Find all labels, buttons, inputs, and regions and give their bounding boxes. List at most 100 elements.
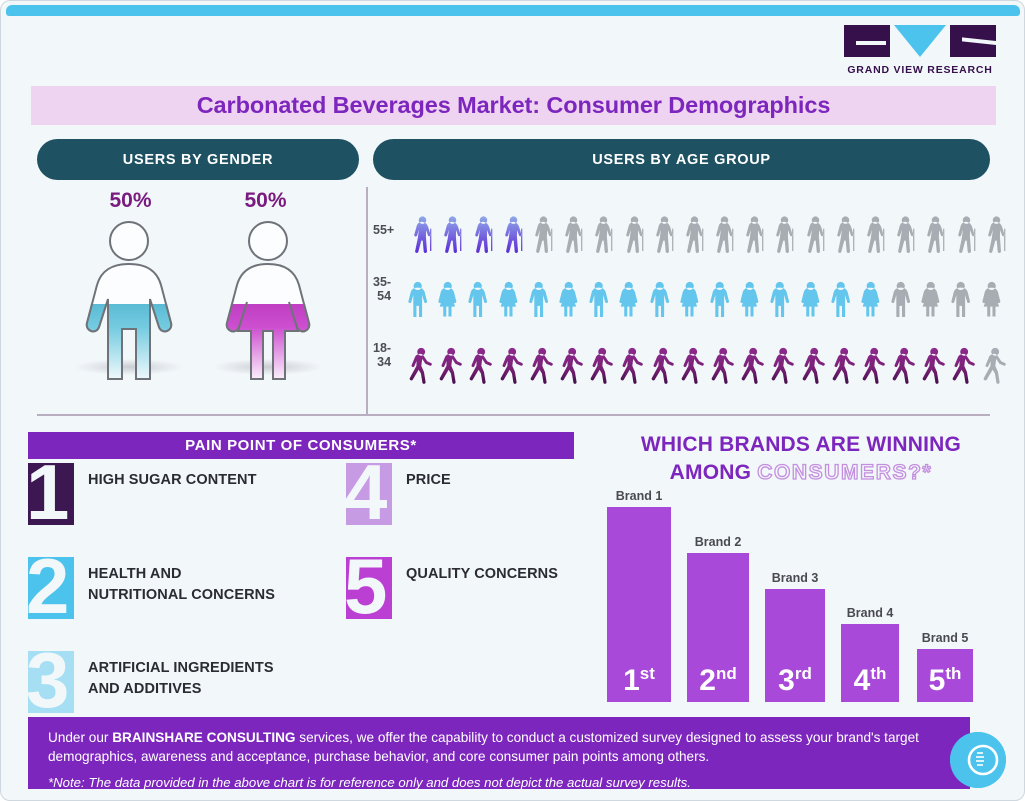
bar-rank-label: 1st xyxy=(623,664,655,697)
female-percent-label: 50% xyxy=(244,189,287,212)
bar-column: Brand 5 5th xyxy=(917,631,973,702)
bar-rank-suffix: nd xyxy=(715,664,737,683)
empty-elderly-person-icon xyxy=(867,216,885,253)
brands-title-consumers: CONSUMERS?* xyxy=(757,460,933,484)
male-figure-slot xyxy=(74,219,184,391)
empty-standing-person-icon xyxy=(982,281,1000,317)
section-header-users-by-gender: USERS BY GENDER xyxy=(37,139,359,180)
filled-walking-person-icon xyxy=(771,347,795,384)
filled-standing-person-icon xyxy=(408,281,428,318)
filled-standing-person-icon xyxy=(438,281,457,317)
empty-elderly-person-icon xyxy=(535,216,553,253)
filled-standing-person-icon xyxy=(680,281,699,317)
bar-category-label: Brand 3 xyxy=(771,571,819,585)
pain-point-number-badge: 3 xyxy=(28,651,74,713)
footer-note: *Note: The data provided in the above ch… xyxy=(48,774,691,790)
logo-marks xyxy=(844,25,996,59)
filled-standing-person-icon xyxy=(589,281,609,318)
female-figure-slot xyxy=(213,219,323,391)
bar-rank-suffix: th xyxy=(870,664,887,683)
filled-standing-person-icon xyxy=(710,281,729,318)
filled-walking-person-icon xyxy=(802,347,825,384)
pain-point-label: HIGH SUGAR CONTENT xyxy=(88,472,257,488)
pain-point-item: 1 HIGH SUGAR CONTENT xyxy=(28,463,257,525)
empty-elderly-person-icon xyxy=(927,216,945,253)
gender-percent-row: 50% 50% xyxy=(37,189,359,213)
gender-figures xyxy=(37,219,359,394)
footer-main-text: Under our BRAINSHARE CONSULTING services… xyxy=(48,728,950,767)
filled-standing-person-icon xyxy=(619,281,638,317)
page-title-band: Carbonated Beverages Market: Consumer De… xyxy=(31,86,996,125)
age-row-18-34: 18-34 xyxy=(373,323,1006,389)
empty-standing-person-icon xyxy=(891,281,911,318)
empty-elderly-person-icon xyxy=(746,216,764,253)
bar-rank-suffix: st xyxy=(639,664,655,683)
footer-brand-name: BRAINSHARE CONSULTING xyxy=(112,730,296,745)
pain-point-number: 2 xyxy=(28,557,70,619)
filled-walking-person-icon xyxy=(862,347,885,384)
brainshare-glyph xyxy=(950,732,1006,788)
pain-point-number: 1 xyxy=(28,463,70,525)
bar-rank-label: 5th xyxy=(928,664,962,697)
pain-point-label: QUALITY CONCERNS xyxy=(406,566,558,582)
bar-rank-label: 3rd xyxy=(778,664,812,697)
page-title: Carbonated Beverages Market: Consumer De… xyxy=(196,92,831,118)
empty-elderly-person-icon xyxy=(716,216,734,253)
pain-points-list: 1 HIGH SUGAR CONTENT 2 HEALTH AND NUTRITIONA… xyxy=(28,463,588,713)
bar-rank-suffix: th xyxy=(945,664,962,683)
bar: 1st xyxy=(607,507,671,702)
male-percent-label: 50% xyxy=(109,189,152,212)
filled-walking-person-icon xyxy=(741,347,764,384)
filled-standing-person-icon xyxy=(499,281,517,317)
brainshare-logo-icon xyxy=(950,732,1006,788)
pain-point-item: 5 QUALITY CONCERNS xyxy=(346,557,558,619)
age-row-label: 18-34 xyxy=(373,341,392,369)
logo-letter-v-icon xyxy=(894,25,946,57)
bar-rank-label: 4th xyxy=(853,664,887,697)
filled-elderly-person-icon xyxy=(414,216,432,253)
logo-wordmark: GRAND VIEW RESEARCH xyxy=(847,64,993,76)
bar: 3rd xyxy=(765,589,825,702)
filled-standing-person-icon xyxy=(770,281,790,318)
filled-standing-person-icon xyxy=(740,281,759,317)
brands-title-line1: WHICH BRANDS ARE WINNING xyxy=(640,433,962,456)
age-row-35-54: 35-54 xyxy=(373,257,1000,323)
pain-point-number-badge: 4 xyxy=(346,463,392,525)
empty-elderly-person-icon xyxy=(595,216,613,253)
grand-view-research-logo: GRAND VIEW RESEARCH xyxy=(844,25,996,76)
bar: 4th xyxy=(841,624,899,702)
age-icon-track xyxy=(404,343,1008,389)
filled-elderly-person-icon xyxy=(505,216,523,253)
pain-point-number-badge: 1 xyxy=(28,463,74,525)
brands-title-among: AMONG xyxy=(669,460,758,484)
filled-walking-person-icon xyxy=(711,347,734,384)
filled-standing-person-icon xyxy=(800,281,819,317)
pain-point-item: 4 PRICE xyxy=(346,463,451,525)
age-icon-track xyxy=(404,277,1008,323)
bar-category-label: Brand 2 xyxy=(694,535,742,549)
filled-walking-person-icon xyxy=(651,347,674,384)
pain-point-item: 2 HEALTH AND NUTRITIONAL CONCERNS xyxy=(28,557,275,619)
empty-elderly-person-icon xyxy=(988,216,1006,253)
filled-walking-person-icon xyxy=(530,347,553,384)
pain-point-number-badge: 5 xyxy=(346,557,392,619)
bar-rank-suffix: rd xyxy=(794,664,812,683)
gender-chart: 50% 50% xyxy=(37,189,359,404)
pain-point-number-badge: 2 xyxy=(28,557,74,619)
bar-column: Brand 4 4th xyxy=(841,606,899,702)
age-group-chart: 55+ 35-54 18-34 xyxy=(373,191,1006,403)
filled-standing-person-icon xyxy=(831,281,850,318)
bar-category-label: Brand 4 xyxy=(846,606,894,620)
logo-letter-g-icon xyxy=(844,25,890,57)
footer-text-suffix: services, we offer the capability to con… xyxy=(48,730,919,765)
age-row-label: 35-54 xyxy=(373,275,392,303)
logo-letter-r-icon xyxy=(950,25,996,57)
pain-points-header: PAIN POINT OF CONSUMERS* xyxy=(28,432,574,459)
filled-walking-person-icon xyxy=(922,347,946,384)
filled-walking-person-icon xyxy=(590,347,614,384)
pain-point-number: 5 xyxy=(346,557,388,619)
empty-elderly-person-icon xyxy=(625,216,643,253)
filled-elderly-person-icon xyxy=(474,216,492,253)
bar-column: Brand 1 1st xyxy=(607,489,671,702)
